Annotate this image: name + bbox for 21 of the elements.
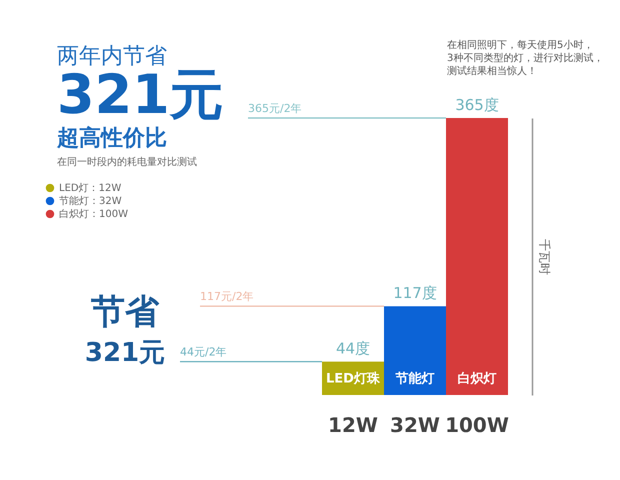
text: 在相同照明下，每天使用5小时，3种不同类型的灯，进行对比测试，测试结果相当惊人！ [447, 39, 604, 77]
y-axis-title: 千瓦时 [538, 239, 552, 275]
text: 100W [445, 413, 509, 437]
data-label: 44度 [336, 340, 370, 358]
legend-label: 白炽灯：100W [59, 208, 128, 220]
x-tick-label: 白炽灯 [458, 372, 496, 386]
text: 32W [390, 413, 440, 437]
legend-label: LED灯：12W [59, 182, 122, 194]
data-label: 117度 [393, 284, 437, 302]
text: 321元 [84, 338, 166, 368]
ref-line-label: 365元/2年 [248, 102, 302, 115]
text: 节省 [90, 292, 160, 332]
data-label: 365度 [455, 96, 499, 114]
ref-line-label: 117元/2年 [200, 290, 254, 304]
x-tick-label: LED灯珠 [326, 372, 381, 386]
ref-line-label: 44元/2年 [180, 346, 227, 359]
text: 超高性价比 [56, 125, 167, 151]
text: 12W [328, 413, 378, 437]
text: 在同一时段内的耗电量对比测试 [57, 156, 197, 168]
legend-label: 节能灯：32W [59, 195, 122, 207]
x-tick-label: 节能灯 [394, 370, 434, 386]
